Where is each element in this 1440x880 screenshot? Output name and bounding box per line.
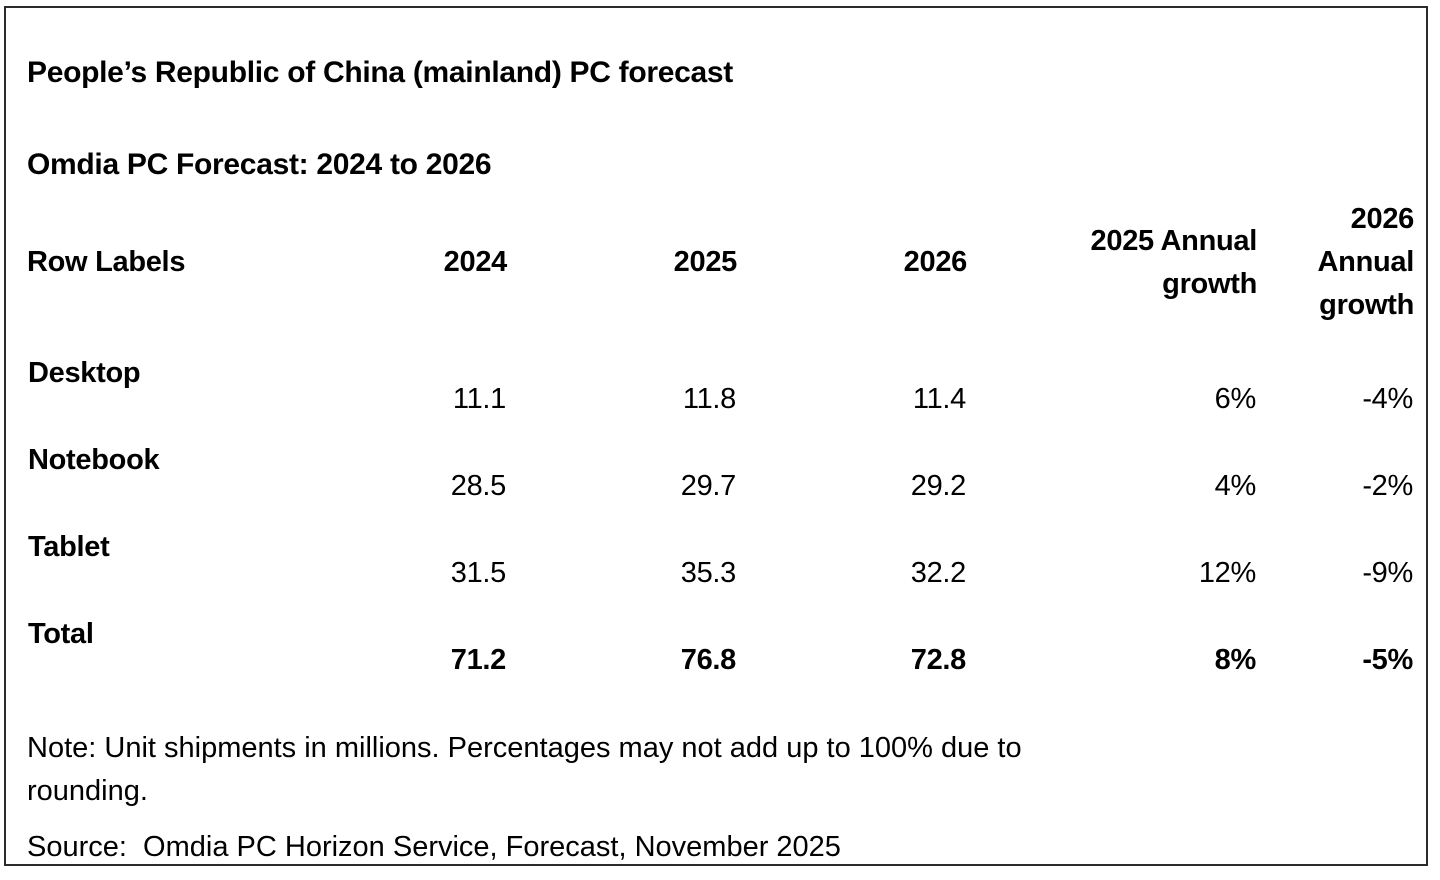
table-row-notebook: Notebook 28.5 29.7 29.2 4% -2%: [27, 428, 1414, 515]
cell-notebook-2025: 29.7: [680, 470, 737, 502]
cell-tablet-2025: 35.3: [680, 557, 737, 589]
cell-desktop-2025: 11.8: [682, 383, 736, 415]
cell-tablet-2026: 32.2: [910, 557, 967, 589]
cell-notebook-2026-growth: -2%: [1362, 470, 1413, 502]
cell-total-2026: 72.8: [910, 644, 967, 676]
column-header-2025: 2025: [673, 246, 738, 278]
table-header-row: Row Labels 2024 2025 2026 2025 Annual gr…: [27, 198, 1414, 341]
cell-total-2025: 76.8: [680, 644, 737, 676]
cell-total-2025-growth: 8%: [1214, 644, 1257, 676]
cell-total-2024: 71.2: [450, 644, 507, 676]
column-header-2025-annual-growth-label: 2025 Annual growth: [1090, 224, 1258, 300]
page-subtitle: Omdia PC Forecast: 2024 to 2026: [27, 148, 492, 181]
cell-notebook-2026: 29.2: [910, 470, 967, 502]
cell-total-2026-growth: -5%: [1362, 644, 1413, 676]
column-header-2026: 2026: [903, 246, 968, 278]
forecast-table: Row Labels 2024 2025 2026 2025 Annual gr…: [27, 198, 1414, 689]
cell-desktop-2026-growth: -4%: [1362, 383, 1413, 415]
table-row-tablet: Tablet 31.5 35.3 32.2 12% -9%: [27, 515, 1414, 602]
column-header-2024: 2024: [443, 246, 508, 278]
cell-tablet-2024: 31.5: [450, 557, 507, 589]
column-header-2025-annual-growth: 2025 Annual growth: [967, 198, 1258, 341]
column-header-2026-annual-growth: 2026 Annual growth: [1257, 198, 1415, 341]
table-row-desktop: Desktop 11.1 11.8 11.4 6% -4%: [27, 341, 1414, 428]
page-frame: People’s Republic of China (mainland) PC…: [4, 6, 1428, 866]
page-title: People’s Republic of China (mainland) PC…: [27, 56, 733, 89]
row-label-total: Total: [28, 618, 94, 650]
cell-desktop-2024: 11.1: [452, 383, 506, 415]
row-label-desktop: Desktop: [28, 357, 141, 389]
table-row-total: Total 71.2 76.8 72.8 8% -5%: [27, 602, 1414, 689]
column-header-row-labels: Row Labels: [27, 246, 186, 278]
cell-desktop-2026: 11.4: [912, 383, 966, 415]
column-header-2026-annual-growth-label: 2026 Annual growth: [1317, 203, 1415, 321]
cell-tablet-2025-growth: 12%: [1198, 557, 1256, 589]
source-text: Source: Omdia PC Horizon Service, Foreca…: [27, 831, 841, 863]
note-text: Note: Unit shipments in millions. Percen…: [27, 732, 1022, 807]
cell-tablet-2026-growth: -9%: [1362, 557, 1413, 589]
cell-desktop-2025-growth: 6%: [1214, 383, 1257, 415]
row-label-tablet: Tablet: [28, 531, 110, 563]
row-label-notebook: Notebook: [28, 444, 160, 476]
cell-notebook-2025-growth: 4%: [1214, 470, 1257, 502]
cell-notebook-2024: 28.5: [450, 470, 507, 502]
